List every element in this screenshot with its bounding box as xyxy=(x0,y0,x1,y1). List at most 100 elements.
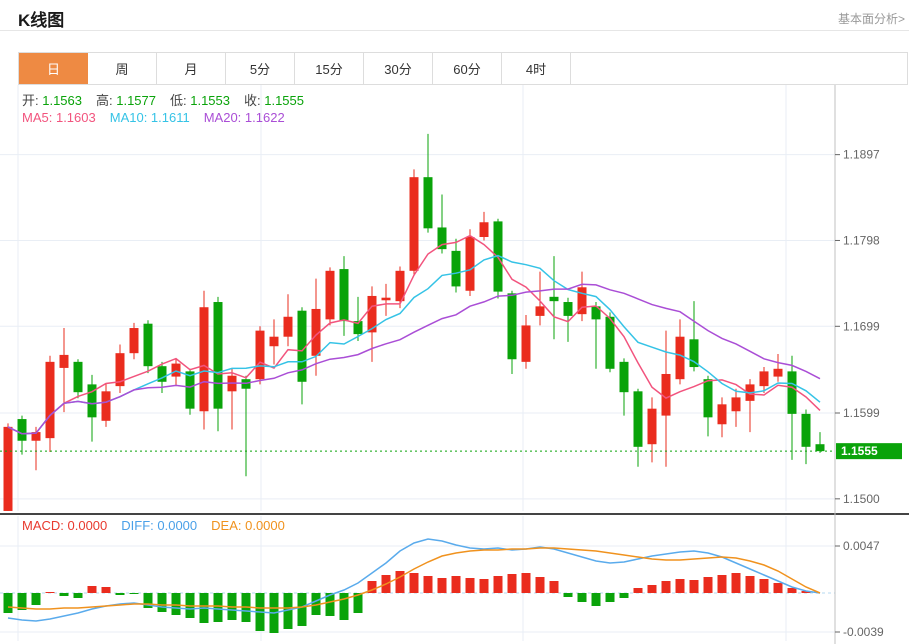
candle-body xyxy=(423,177,433,229)
tab-月[interactable]: 月 xyxy=(157,53,226,84)
candle-body xyxy=(815,444,825,452)
candle-body xyxy=(87,384,97,418)
candle-body xyxy=(787,371,797,414)
candle-body xyxy=(451,250,461,287)
macd-bar xyxy=(633,588,643,593)
macd-bar xyxy=(45,592,55,593)
candle-body xyxy=(213,302,223,409)
macd-item-1: DIFF: 0.0000 xyxy=(121,518,198,533)
macd-bar xyxy=(479,579,489,593)
tab-60分[interactable]: 60分 xyxy=(433,53,502,84)
dea-line xyxy=(7,547,821,610)
candle-body xyxy=(17,419,27,441)
candle-body xyxy=(507,293,517,360)
candle-body xyxy=(59,354,69,368)
candle-body xyxy=(605,316,615,369)
ohlc-item-1: 高: 1.1577 xyxy=(96,93,156,108)
macd-bar xyxy=(549,581,559,593)
macd-bar xyxy=(213,593,223,622)
ma10-line xyxy=(7,254,821,435)
candle-body xyxy=(689,339,699,368)
macd-bar xyxy=(591,593,601,606)
candle-body xyxy=(129,328,139,354)
tab-15分[interactable]: 15分 xyxy=(295,53,364,84)
candle-body xyxy=(535,306,545,316)
macd-indicator-chart[interactable]: 0.0047 -0.0039 xyxy=(0,513,909,644)
candle-body xyxy=(577,287,587,315)
tab-4时[interactable]: 4时 xyxy=(502,53,571,84)
candle-body xyxy=(633,391,643,447)
macd-bar xyxy=(367,581,377,593)
candle-body xyxy=(675,336,685,380)
ohlc-item-2: 低: 1.1553 xyxy=(170,93,230,108)
macd-bar xyxy=(465,578,475,593)
macd-bar xyxy=(493,576,503,593)
candle-body xyxy=(367,295,377,333)
macd-bar xyxy=(339,593,349,620)
macd-bar xyxy=(507,574,517,593)
candle-body xyxy=(3,426,13,511)
candle-body xyxy=(73,361,83,393)
price-axis-label: 1.1798 xyxy=(843,233,880,247)
title-divider xyxy=(0,30,909,31)
macd-item-0: MACD: 0.0000 xyxy=(22,518,108,533)
macd-bar xyxy=(605,593,615,602)
timeframe-tabbar: 日周月 5分 15分 30分 60分 4时 xyxy=(18,52,908,85)
candle-body xyxy=(311,308,321,356)
tab-30分[interactable]: 30分 xyxy=(364,53,433,84)
ohlc-item-3: 收: 1.1555 xyxy=(244,93,304,108)
macd-bar xyxy=(619,593,629,598)
ma-legend: MA5: 1.1603 MA10: 1.1611 MA20: 1.1622 xyxy=(22,110,299,125)
candle-body xyxy=(185,371,195,409)
macd-bar xyxy=(745,576,755,593)
candle-body xyxy=(157,366,167,382)
ohlc-legend: 开: 1.1563 高: 1.1577 低: 1.1553 收: 1.1555 xyxy=(22,90,318,109)
candle-body xyxy=(759,371,769,387)
macd-bar xyxy=(521,573,531,593)
macd-axis-label: -0.0039 xyxy=(843,625,884,639)
candle-body xyxy=(283,316,293,337)
fundamental-analysis-link[interactable]: 基本面分析> xyxy=(837,12,905,26)
macd-bar xyxy=(451,576,461,593)
macd-bar xyxy=(129,593,139,594)
macd-bar xyxy=(703,577,713,593)
candle-body xyxy=(703,379,713,418)
candle-body xyxy=(437,227,447,250)
macd-bar xyxy=(675,579,685,593)
current-price-badge xyxy=(836,443,902,460)
candle-body xyxy=(269,336,279,347)
candle-body xyxy=(661,373,671,416)
macd-bar xyxy=(157,593,167,612)
candle-body xyxy=(255,330,265,380)
candle-body xyxy=(199,307,209,412)
macd-item-2: DEA: 0.0000 xyxy=(211,518,285,533)
macd-histogram xyxy=(3,571,811,633)
macd-bar xyxy=(759,579,769,593)
candle-body xyxy=(297,310,307,382)
macd-bar xyxy=(647,585,657,593)
ma-item-0: MA5: 1.1603 xyxy=(22,110,96,125)
tab-周[interactable]: 周 xyxy=(88,53,157,84)
tab-日[interactable]: 日 xyxy=(19,53,88,84)
candle-body xyxy=(801,413,811,447)
main-candlestick-chart[interactable]: 1.1897 1.1798 1.1699 1.1599 1.1500 1.1555 xyxy=(0,85,909,513)
candle-body xyxy=(773,368,783,377)
tab-5分[interactable]: 5分 xyxy=(226,53,295,84)
candle-body xyxy=(101,391,111,421)
page-title: K线图 xyxy=(18,11,65,30)
candle-body xyxy=(465,236,475,291)
candle-body xyxy=(171,363,181,377)
macd-bar xyxy=(73,593,83,598)
candle-body xyxy=(521,325,531,362)
macd-bar xyxy=(787,588,797,593)
macd-bar xyxy=(143,593,153,608)
macd-legend: MACD: 0.0000 DIFF: 0.0000 DEA: 0.0000 xyxy=(22,518,299,533)
ma-item-2: MA20: 1.1622 xyxy=(203,110,285,125)
macd-bar xyxy=(717,575,727,593)
macd-bar xyxy=(563,593,573,597)
price-axis-label: 1.1699 xyxy=(843,319,880,333)
macd-bar xyxy=(31,593,41,605)
candle-body xyxy=(381,297,391,301)
macd-bar xyxy=(283,593,293,629)
